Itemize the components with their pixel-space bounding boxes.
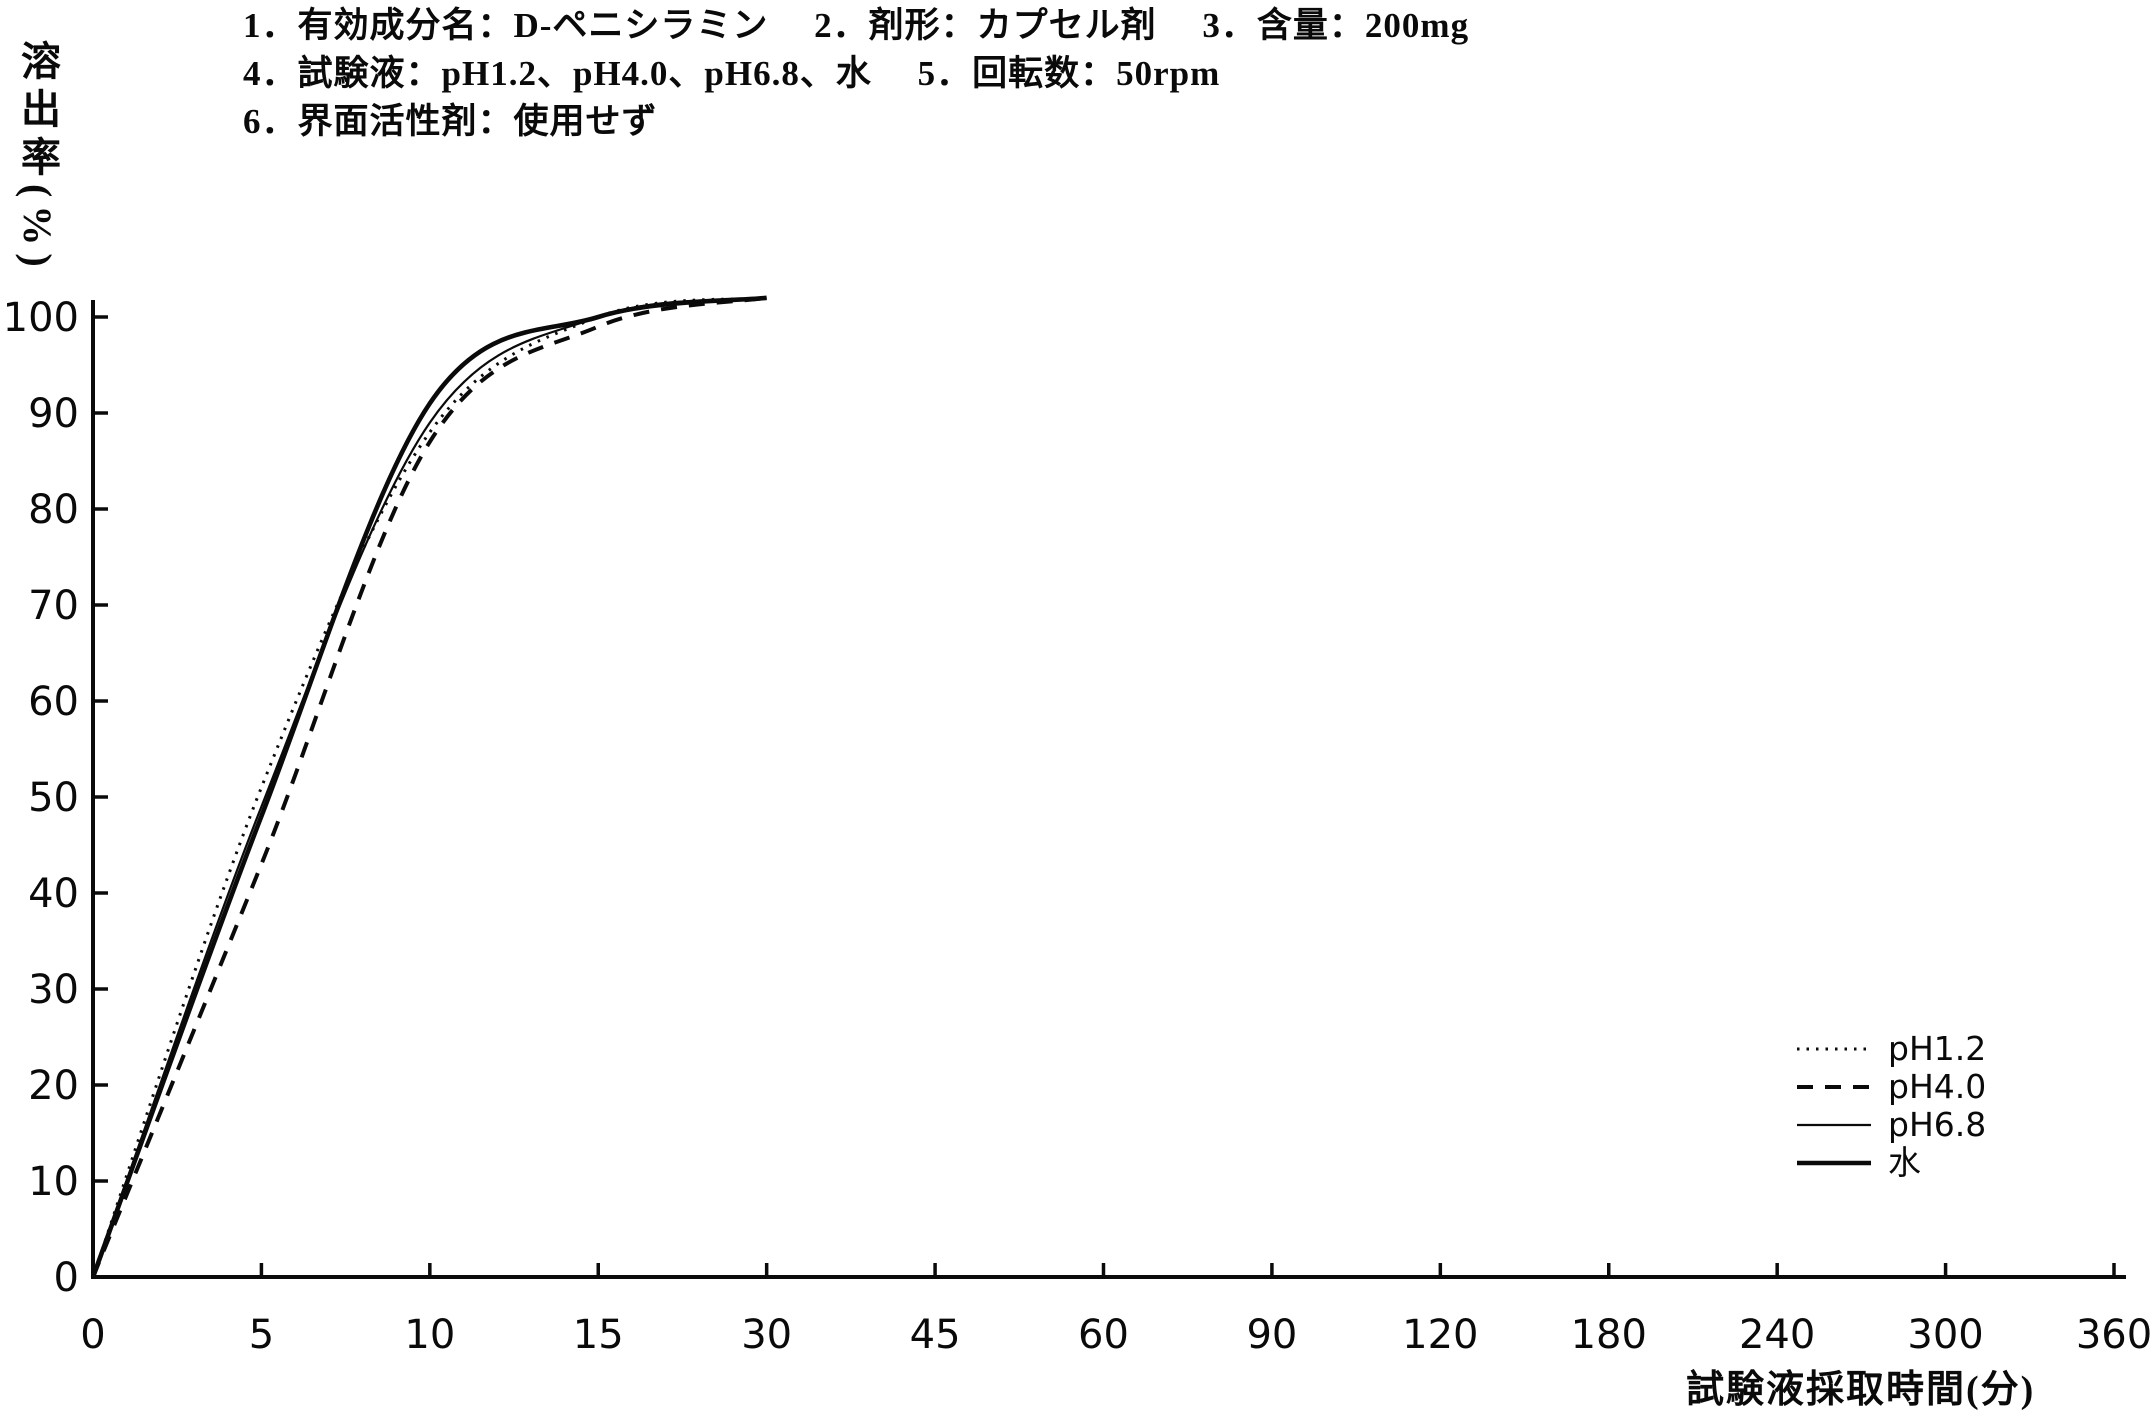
- condition-line-1: 1．有効成分名：D-ペニシラミン 2．剤形：カプセル剤 3．含量：200mg: [243, 6, 1470, 45]
- x-tick-label: 90: [1246, 1312, 1297, 1358]
- condition-line-2: 4．試験液：pH1.2、pH4.0、pH6.8、水 5．回転数：50rpm: [243, 54, 1221, 93]
- x-tick-label: 45: [910, 1312, 961, 1358]
- legend-item-pH1.2: pH1.2: [1796, 1030, 1986, 1068]
- legend-swatch-solid-thin: [1797, 1123, 1871, 1127]
- series-line-pH4.0: [91, 295, 768, 1278]
- x-tick-label: 0: [80, 1312, 105, 1358]
- condition-line-3: 6．界面活性剤：使用せず: [243, 102, 658, 141]
- y-tick-label: 100: [3, 295, 79, 341]
- test-conditions: 1．有効成分名：D-ペニシラミン 2．剤形：カプセル剤 3．含量：200mg 4…: [243, 2, 1469, 146]
- y-tick-label: 30: [28, 967, 79, 1013]
- legend: pH1.2 pH4.0 pH6.8 水: [1796, 1030, 1986, 1182]
- legend-swatch-solid-thick: [1797, 1160, 1871, 1166]
- legend-item-pH4.0: pH4.0: [1796, 1068, 1986, 1106]
- y-tick-label: 0: [54, 1255, 79, 1301]
- x-tick-label: 60: [1078, 1312, 1129, 1358]
- x-tick-label: 15: [573, 1312, 624, 1358]
- y-tick-label: 80: [28, 487, 79, 533]
- x-tick-label: 5: [249, 1312, 274, 1358]
- series-line-水: [90, 295, 767, 1278]
- y-tick-label: 90: [28, 391, 79, 437]
- legend-item-水: 水: [1796, 1144, 1986, 1182]
- series-lines: [90, 295, 768, 1278]
- x-axis: 0 5 10 15 30 45 60 90 120 180 240 300 360: [80, 1263, 2152, 1358]
- y-tick-label: 70: [28, 583, 79, 629]
- x-tick-label: 240: [1739, 1312, 1815, 1358]
- legend-label: pH1.2: [1888, 1029, 1987, 1068]
- x-tick-label: 30: [741, 1312, 792, 1358]
- y-axis-title: 溶出率(%): [15, 40, 60, 275]
- y-axis: 0 10 20 30 40 50 60 70 80 90 100: [3, 295, 108, 1301]
- x-tick-label: 120: [1402, 1312, 1478, 1358]
- x-axis-title: 試験液採取時間(分): [1686, 1369, 2036, 1411]
- legend-label: 水: [1888, 1143, 1921, 1182]
- x-tick-label: 300: [1907, 1312, 1983, 1358]
- y-tick-label: 20: [28, 1063, 79, 1109]
- legend-label: pH4.0: [1888, 1067, 1987, 1106]
- legend-swatch-dotted: [1797, 1047, 1871, 1051]
- x-tick-label: 10: [404, 1312, 455, 1358]
- x-tick-label: 360: [2076, 1312, 2152, 1358]
- legend-item-pH6.8: pH6.8: [1796, 1106, 1986, 1144]
- y-tick-label: 60: [28, 679, 79, 725]
- legend-label: pH6.8: [1888, 1105, 1987, 1144]
- legend-swatch-dashed: [1797, 1085, 1871, 1089]
- y-tick-label: 10: [28, 1159, 79, 1205]
- y-tick-label: 40: [28, 871, 79, 917]
- x-tick-label: 180: [1571, 1312, 1647, 1358]
- y-tick-label: 50: [28, 775, 79, 821]
